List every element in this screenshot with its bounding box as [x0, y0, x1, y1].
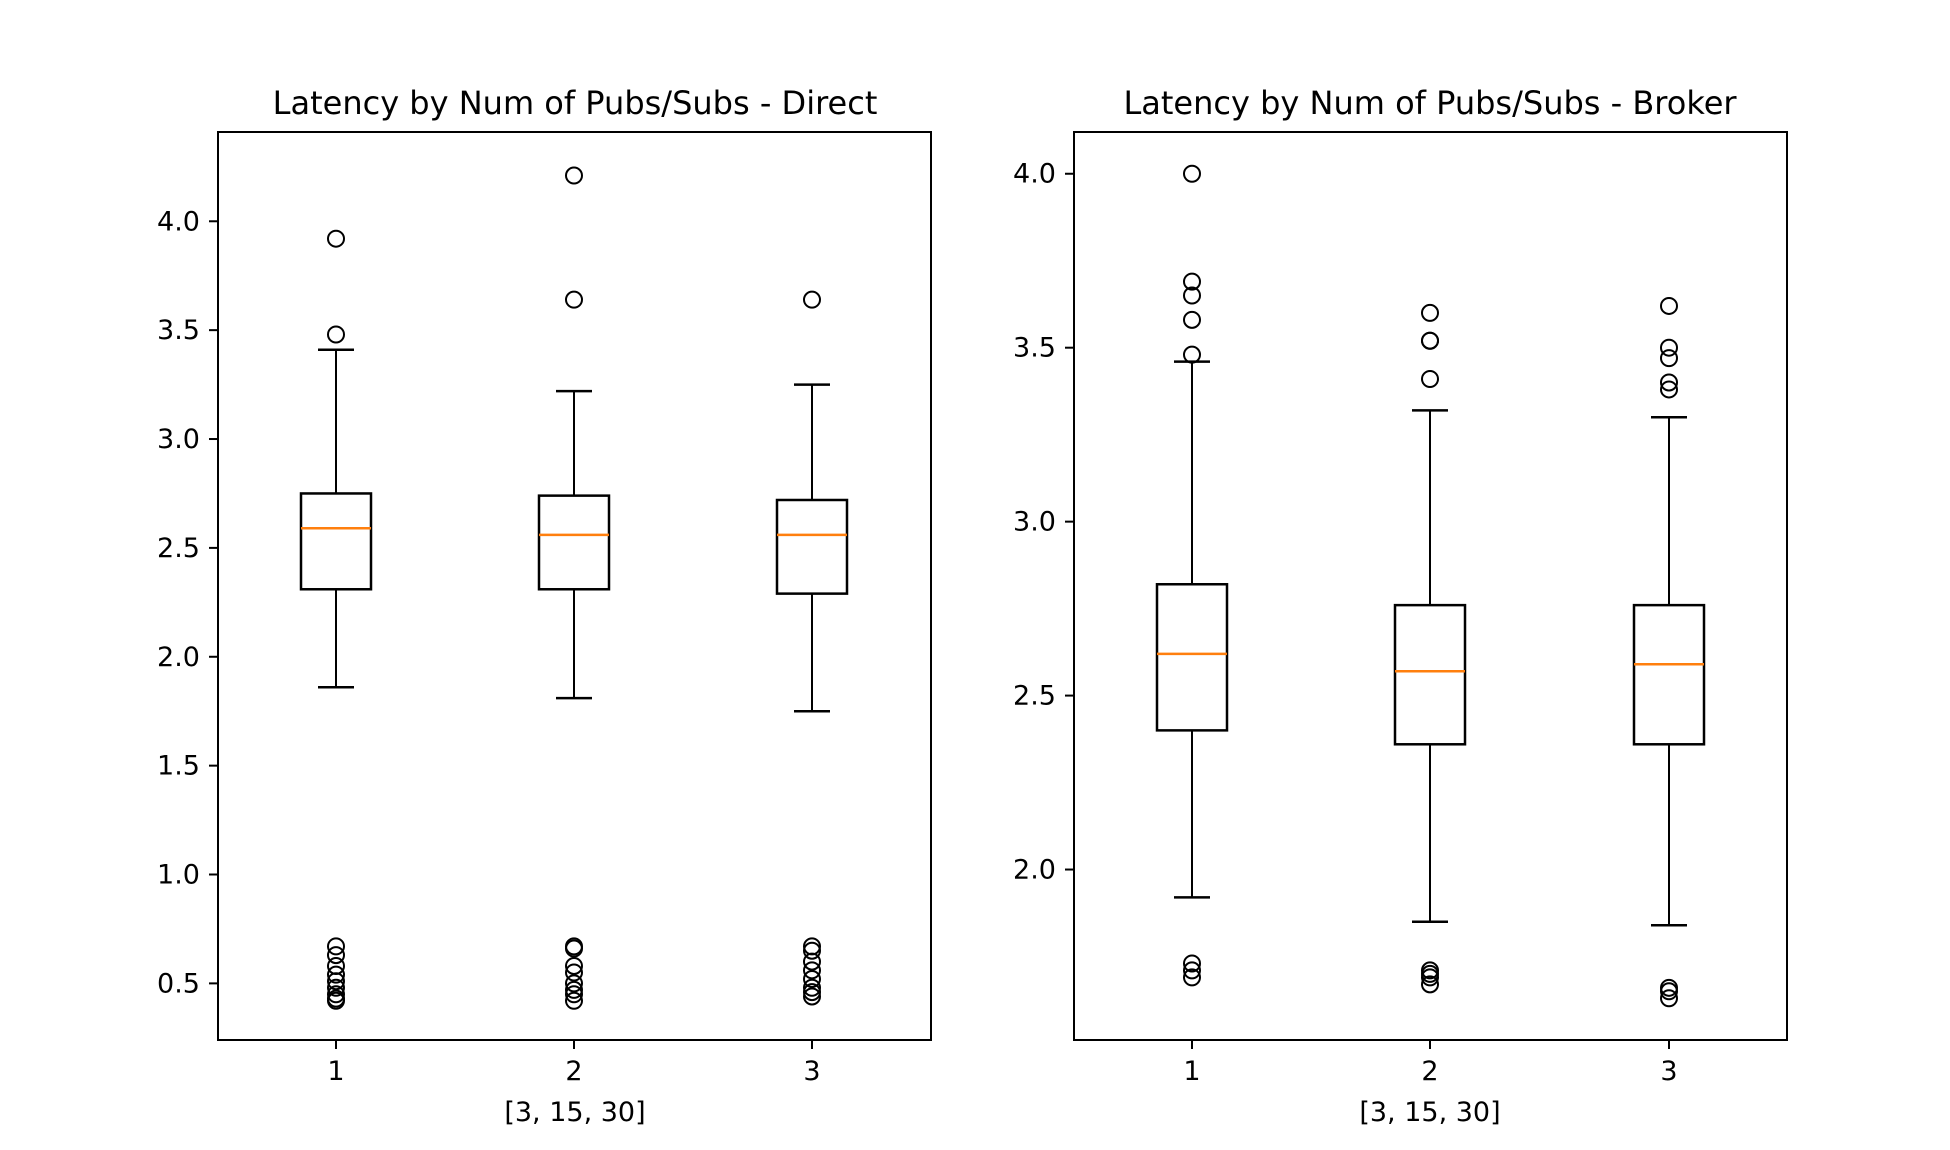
outlier-point	[565, 290, 583, 309]
outlier-point	[565, 166, 583, 185]
box-2	[537, 166, 611, 1010]
box-3	[775, 290, 849, 1006]
outlier-point	[803, 290, 821, 309]
y-tick-label: 3.5	[157, 315, 200, 346]
outlier-point	[1183, 272, 1201, 291]
outlier-point	[1183, 968, 1201, 987]
x-tick-label: 2	[565, 1056, 582, 1087]
outlier-point	[803, 961, 821, 980]
outlier-point	[1660, 373, 1678, 392]
outlier-point	[565, 963, 583, 982]
x-tick-label: 3	[1660, 1056, 1677, 1087]
box-2	[1393, 303, 1467, 994]
outlier-point	[327, 325, 345, 344]
outlier-point	[565, 974, 583, 993]
y-tick-label: 3.0	[1013, 507, 1056, 538]
x-tick-label: 1	[327, 1056, 344, 1087]
y-tick-label: 2.0	[157, 642, 200, 673]
chart-title: Latency by Num of Pubs/Subs - Direct	[273, 84, 878, 122]
outlier-point	[565, 939, 583, 958]
box-1	[1155, 164, 1229, 987]
outlier-point	[1183, 961, 1201, 980]
outlier-point	[327, 229, 345, 248]
outlier-point	[1183, 286, 1201, 305]
outlier-point	[327, 972, 345, 991]
y-tick-label: 1.0	[157, 860, 200, 891]
box-iqr	[775, 498, 849, 595]
box-3	[1632, 296, 1706, 1008]
y-tick-label: 4.0	[157, 206, 200, 237]
outlier-point	[327, 946, 345, 965]
box-iqr	[299, 492, 373, 591]
y-tick-label: 2.5	[157, 533, 200, 564]
y-tick-label: 3.5	[1013, 333, 1056, 364]
outlier-point	[1183, 345, 1201, 364]
outlier-point	[803, 983, 821, 1002]
outlier-point	[565, 956, 583, 975]
box-iqr	[1393, 603, 1467, 746]
chart-title: Latency by Num of Pubs/Subs - Broker	[1123, 84, 1737, 122]
outlier-point	[803, 978, 821, 997]
y-tick-label: 0.5	[157, 968, 200, 999]
y-tick-label: 3.0	[157, 424, 200, 455]
y-tick-label: 1.5	[157, 751, 200, 782]
outlier-point	[327, 991, 345, 1010]
outlier-point	[327, 978, 345, 997]
outlier-point	[803, 987, 821, 1006]
outlier-point	[1660, 989, 1678, 1008]
x-tick-label: 2	[1421, 1056, 1438, 1087]
outlier-point	[1183, 954, 1201, 973]
chart-panel-direct: Latency by Num of Pubs/Subs - Direct [3,…	[157, 84, 932, 1128]
outlier-point	[803, 941, 821, 960]
outlier-point	[1421, 370, 1439, 389]
outlier-point	[1421, 968, 1439, 987]
box-iqr	[537, 494, 611, 591]
x-tick-label: 3	[803, 1056, 820, 1087]
outlier-point	[803, 952, 821, 971]
outlier-point	[1421, 331, 1439, 350]
outlier-point	[1421, 975, 1439, 994]
outlier-point	[565, 980, 583, 999]
y-tick-label: 2.5	[1013, 681, 1056, 712]
x-axis-label: [3, 15, 30]	[504, 1097, 645, 1128]
outlier-point	[803, 970, 821, 989]
box-1	[299, 229, 373, 1010]
outlier-point	[1421, 303, 1439, 322]
outlier-point	[1660, 296, 1678, 315]
y-tick-label: 2.0	[1013, 855, 1056, 886]
outlier-point	[1183, 164, 1201, 183]
outlier-point	[327, 937, 345, 956]
box-iqr	[1155, 583, 1229, 732]
chart-panel-broker: Latency by Num of Pubs/Subs - Broker [3,…	[1013, 84, 1788, 1128]
outlier-point	[1183, 310, 1201, 329]
y-tick-label: 4.0	[1013, 159, 1056, 190]
x-axis-label: [3, 15, 30]	[1359, 1097, 1500, 1128]
outlier-point	[327, 985, 345, 1004]
outlier-point	[1660, 338, 1678, 357]
outlier-point	[565, 985, 583, 1004]
outlier-point	[1660, 982, 1678, 1001]
x-tick-label: 1	[1183, 1056, 1200, 1087]
outlier-point	[1660, 380, 1678, 399]
box-iqr	[1632, 603, 1706, 746]
outlier-point	[1660, 349, 1678, 368]
outlier-point	[327, 965, 345, 984]
outlier-point	[565, 991, 583, 1010]
